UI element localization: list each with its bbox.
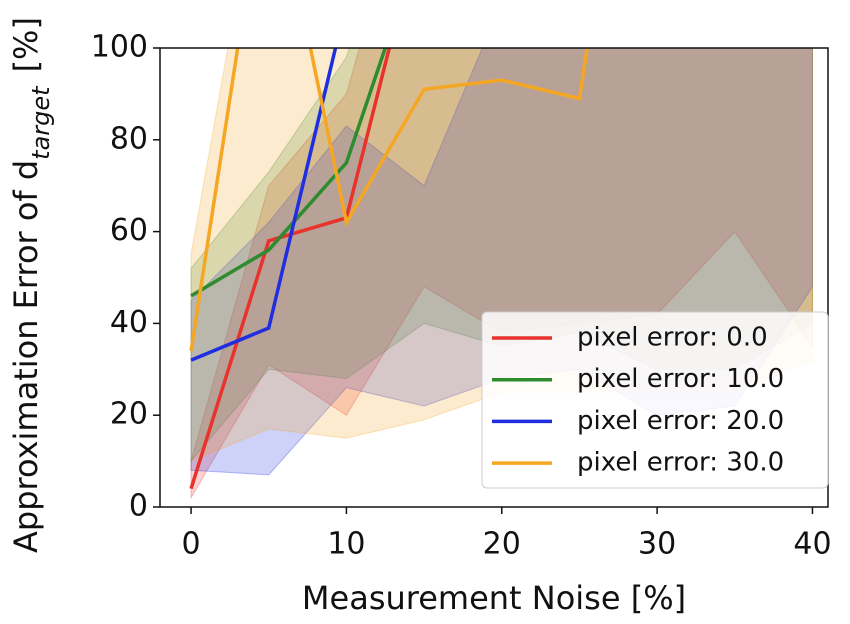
- legend-label: pixel error: 0.0: [577, 323, 768, 353]
- legend-label: pixel error: 20.0: [577, 406, 784, 436]
- y-label-sub: target: [27, 85, 55, 160]
- plot-frame: [159, 47, 829, 508]
- legend: [481, 311, 829, 489]
- y-axis-label: Approximation Error of dtarget [%]: [7, 17, 55, 553]
- x-axis-label: Measurement Noise [%]: [302, 579, 686, 617]
- y-tick-label: 40: [110, 305, 148, 340]
- series-line: [189, 48, 589, 352]
- y-tick-label: 60: [110, 213, 148, 248]
- x-tick-label: 10: [327, 527, 365, 562]
- lines: [189, 48, 589, 490]
- x-tick-label: 0: [182, 527, 201, 562]
- x-tick-label: 30: [638, 527, 676, 562]
- legend-label: pixel error: 10.0: [577, 364, 784, 394]
- y-tick-label: 100: [91, 30, 148, 65]
- legend-label: pixel error: 30.0: [577, 448, 784, 478]
- x-tick-label: 40: [793, 527, 831, 562]
- y-label-unit: [%]: [7, 17, 45, 72]
- series-line: [190, 48, 338, 362]
- y-tick-label: 0: [129, 489, 148, 524]
- series-line: [189, 48, 392, 490]
- y-label-main: Approximation Error of d: [7, 160, 45, 553]
- x-tick-label: 20: [483, 527, 521, 562]
- y-tick-label: 20: [110, 397, 148, 432]
- y-tick-label: 80: [110, 121, 148, 156]
